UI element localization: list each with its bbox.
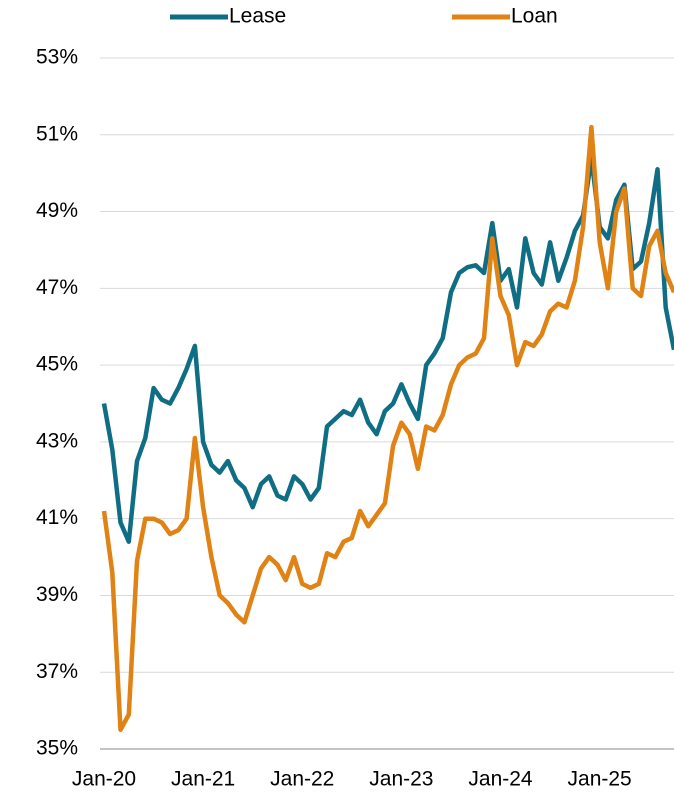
x-tick-label: Jan-21	[171, 768, 235, 791]
y-tick-label: 47%	[36, 276, 78, 299]
line-series	[101, 155, 674, 544]
x-tick-label: Jan-22	[270, 768, 334, 791]
y-tick-label: 51%	[36, 122, 78, 145]
x-tick-label: Jan-20	[72, 768, 136, 791]
y-tick-label: 45%	[36, 353, 78, 376]
x-tick-label: Jan-23	[369, 768, 433, 791]
y-tick-label: 41%	[36, 506, 78, 529]
y-tick-label: 37%	[36, 660, 78, 683]
x-tick-label: Jan-25	[568, 768, 632, 791]
y-tick-label: 49%	[36, 199, 78, 222]
x-tick-label: Jan-24	[468, 768, 533, 791]
plot-area	[101, 124, 674, 733]
y-tick-label: 43%	[36, 429, 78, 452]
y-tick-label: 39%	[36, 583, 78, 606]
y-tick-label: 35%	[36, 737, 78, 760]
legend-label: Lease	[229, 5, 286, 28]
legend-label: Loan	[511, 5, 558, 28]
y-tick-label: 53%	[36, 46, 78, 69]
line-series	[101, 124, 674, 733]
